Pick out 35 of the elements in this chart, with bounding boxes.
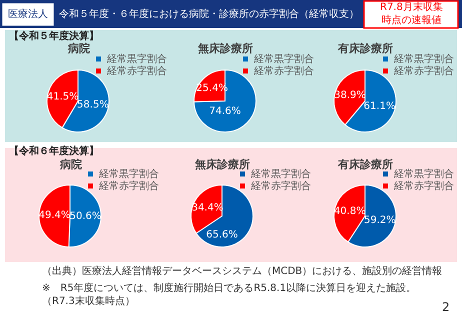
chart-subtitle: 【令和６年度決算】 xyxy=(9,145,99,157)
text: 2 xyxy=(442,300,450,314)
text: 令和５年度・６年度における病院・診療所の赤字割合（経常収支） xyxy=(59,8,359,20)
chart-title: 無床診療所 xyxy=(194,158,250,171)
chart-title: 病院 xyxy=(59,158,82,171)
legend-label: 経常黒字割合 xyxy=(250,168,311,180)
chart-subtitle: 【令和５年度決算】 xyxy=(9,30,99,42)
legend-label: 経常黒字割合 xyxy=(98,168,159,180)
data-label: 74.6% xyxy=(209,106,241,118)
data-label: 49.4% xyxy=(38,210,70,222)
chart-title: 有床診療所 xyxy=(337,158,393,171)
chart-title: 有床診療所 xyxy=(337,42,393,55)
legend-label: 経常赤字割合 xyxy=(393,180,454,192)
legend-label: 経常赤字割合 xyxy=(393,65,454,77)
chart-title: 病院 xyxy=(67,42,90,55)
text: 医療法人 xyxy=(8,8,48,20)
data-label: 40.8% xyxy=(334,206,366,217)
legend-label: 経常赤字割合 xyxy=(250,180,311,192)
data-label: 41.5% xyxy=(46,91,79,102)
text: ※ R5年度については、制度施行開始日であるR5.8.1以降に決算日を迎えた施設。（R7.3末収集時点） xyxy=(42,282,416,307)
data-label: 38.9% xyxy=(334,90,366,102)
text: （出典）医療法人経営情報データベースシステム（MCDB）における、施設別の経営情報 xyxy=(42,265,442,277)
text: R7.8月末収集時点の速報値 xyxy=(380,1,443,26)
data-label: 65.6% xyxy=(206,230,238,241)
legend-label: 経常黒字割合 xyxy=(393,168,454,180)
data-label: 58.5% xyxy=(77,100,109,111)
legend-label: 経常黒字割合 xyxy=(393,53,454,65)
legend-label: 経常赤字割合 xyxy=(106,65,167,77)
legend-label: 経常黒字割合 xyxy=(106,53,167,65)
data-label: 61.1% xyxy=(364,100,396,112)
legend-label: 経常赤字割合 xyxy=(253,65,314,77)
legend-label: 経常黒字割合 xyxy=(253,53,314,65)
legend-label: 経常赤字割合 xyxy=(98,180,159,192)
data-label: 59.2% xyxy=(364,214,396,226)
chart-title: 無床診療所 xyxy=(197,42,253,55)
